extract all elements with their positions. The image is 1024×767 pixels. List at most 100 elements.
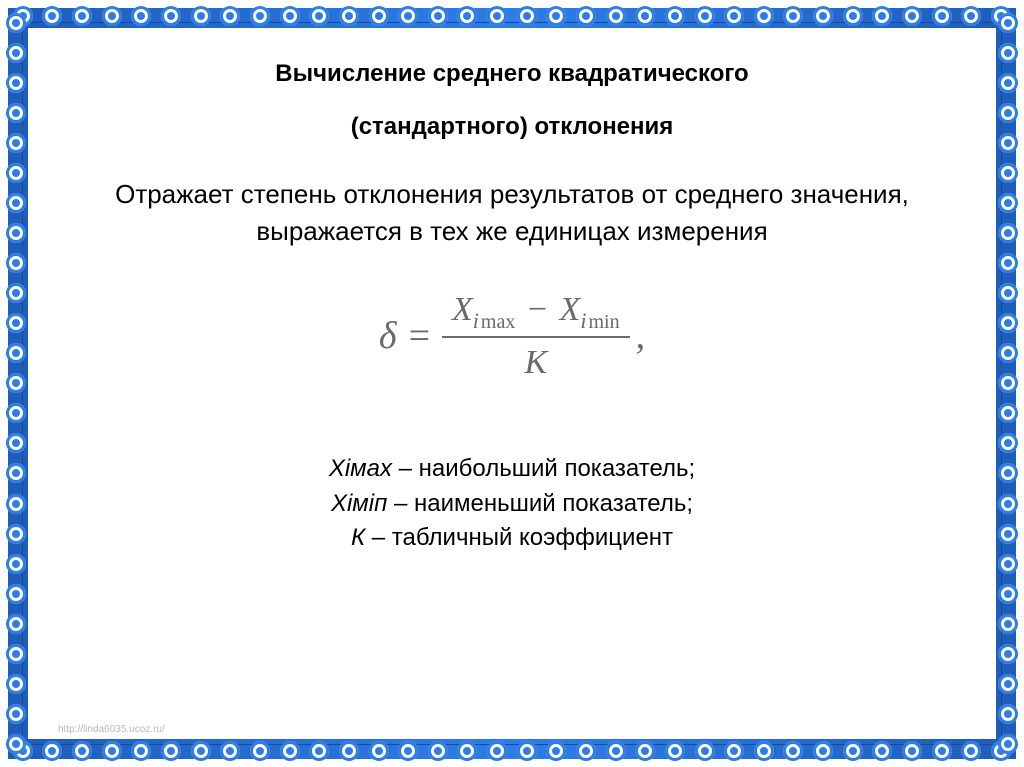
title-line-2: (стандартного) отклонения <box>351 113 674 140</box>
lace-unit <box>335 2 363 30</box>
lace-unit <box>994 249 1022 277</box>
lace-unit <box>394 2 422 30</box>
lace-unit <box>2 339 30 367</box>
lace-unit <box>2 39 30 67</box>
lace-unit <box>276 2 304 30</box>
lace-unit <box>305 2 333 30</box>
lace-unit <box>994 580 1022 608</box>
lace-unit <box>335 737 363 765</box>
lace-unit <box>98 737 126 765</box>
lace-unit <box>424 2 452 30</box>
legend-text-1: – наибольший показатель; <box>392 455 695 482</box>
lace-unit <box>2 69 30 97</box>
num-minus: − <box>528 291 547 328</box>
lace-unit <box>994 129 1022 157</box>
legend-text-2: – наименьший показатель; <box>387 490 693 517</box>
lace-unit <box>994 490 1022 518</box>
lace-unit <box>453 2 481 30</box>
lace-unit <box>2 189 30 217</box>
lace-unit <box>365 2 393 30</box>
lace-unit <box>994 550 1022 578</box>
lace-right <box>994 8 1022 759</box>
formula-comma: , <box>636 314 646 358</box>
lace-unit <box>424 737 452 765</box>
lace-unit <box>928 2 956 30</box>
num-x2: X <box>560 291 581 328</box>
lace-unit <box>691 2 719 30</box>
lace-unit <box>157 737 185 765</box>
lace-unit <box>2 369 30 397</box>
lace-unit <box>839 737 867 765</box>
lace-unit <box>187 737 215 765</box>
lace-unit <box>957 2 985 30</box>
legend-line-2: Хіміп – наименьший показатель; <box>329 487 695 522</box>
lace-unit <box>994 189 1022 217</box>
formula-denominator: K <box>442 336 630 382</box>
num-sub2-i: i <box>580 308 586 333</box>
legend: Хімах – наибольший показатель; Хіміп – н… <box>329 452 695 556</box>
slide-content: Вычисление среднего квадратического (ста… <box>28 28 996 739</box>
lace-unit <box>187 2 215 30</box>
lace-unit <box>839 2 867 30</box>
lace-unit <box>276 737 304 765</box>
watermark: http://linda6035.ucoz.ru/ <box>58 724 165 735</box>
lace-unit <box>68 737 96 765</box>
lace-unit <box>994 9 1022 37</box>
lace-unit <box>994 730 1022 758</box>
lace-unit <box>542 2 570 30</box>
lace-unit <box>453 737 481 765</box>
legend-var-3: К <box>351 524 365 551</box>
lace-unit <box>994 39 1022 67</box>
lace-unit <box>2 550 30 578</box>
formula-equals: = <box>409 314 430 358</box>
lace-left <box>2 8 30 759</box>
lace-unit <box>216 2 244 30</box>
description-text: Отражает степень отклонения результатов … <box>68 176 956 251</box>
lace-unit <box>602 737 630 765</box>
legend-var-2: Хіміп <box>331 490 387 517</box>
lace-unit <box>38 737 66 765</box>
lace-unit <box>994 219 1022 247</box>
lace-unit <box>38 2 66 30</box>
lace-unit <box>994 399 1022 427</box>
lace-unit <box>631 2 659 30</box>
lace-unit <box>994 369 1022 397</box>
lace-unit <box>157 2 185 30</box>
lace-unit <box>2 490 30 518</box>
lace-unit <box>779 2 807 30</box>
lace-unit <box>305 737 333 765</box>
lace-unit <box>661 737 689 765</box>
lace-unit <box>868 2 896 30</box>
lace-unit <box>691 737 719 765</box>
lace-unit <box>994 640 1022 668</box>
lace-unit <box>2 700 30 728</box>
lace-unit <box>809 737 837 765</box>
lace-unit <box>994 670 1022 698</box>
lace-unit <box>994 700 1022 728</box>
lace-unit <box>2 129 30 157</box>
lace-unit <box>809 2 837 30</box>
lace-unit <box>2 219 30 247</box>
formula-numerator: Ximax − Ximin <box>442 291 630 336</box>
lace-unit <box>2 459 30 487</box>
lace-unit <box>994 99 1022 127</box>
lace-unit <box>2 309 30 337</box>
lace-unit <box>2 730 30 758</box>
lace-unit <box>513 737 541 765</box>
lace-unit <box>994 309 1022 337</box>
formula-fraction: Ximax − Ximin K <box>442 291 630 382</box>
lace-unit <box>542 737 570 765</box>
lace-unit <box>2 159 30 187</box>
lace-unit <box>898 2 926 30</box>
lace-unit <box>898 737 926 765</box>
lace-unit <box>572 2 600 30</box>
lace-unit <box>2 399 30 427</box>
legend-line-3: К – табличный коэффициент <box>329 521 695 556</box>
lace-unit <box>98 2 126 30</box>
num-sub1-i: i <box>473 308 479 333</box>
lace-unit <box>994 279 1022 307</box>
title-line-1: Вычисление среднего квадратического <box>275 60 748 87</box>
lace-unit <box>779 737 807 765</box>
lace-bottom <box>8 737 1016 765</box>
lace-unit <box>750 737 778 765</box>
